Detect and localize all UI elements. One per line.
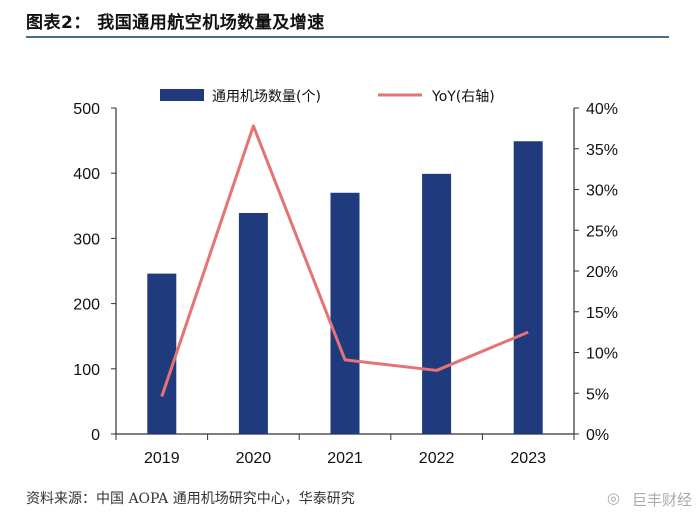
x-tick-label: 2020 <box>236 450 272 467</box>
title-divider <box>26 36 669 38</box>
x-tick-label: 2019 <box>144 450 180 467</box>
y-tick-label: 500 <box>73 101 100 118</box>
x-tick-label: 2021 <box>327 450 363 467</box>
watermark: 巨丰财经 <box>631 491 692 509</box>
y-tick-label: 400 <box>73 166 100 183</box>
yoy-line-series <box>160 124 529 397</box>
y2-tick-label: 10% <box>586 346 618 363</box>
y2-tick-label: 5% <box>586 386 609 403</box>
y2-tick-label: 30% <box>586 183 618 200</box>
y-tick-label: 300 <box>73 231 100 248</box>
y2-tick-label: 40% <box>586 101 618 118</box>
y-tick-labels: 0 100 200 300 400 500 <box>73 101 116 444</box>
x-tick-label: 2022 <box>419 450 455 467</box>
chart-title: 图表2： 我国通用航空机场数量及增速 <box>26 13 325 33</box>
weibo-icon: ◎ <box>606 489 620 507</box>
bar <box>513 141 543 434</box>
bar <box>147 273 177 434</box>
x-tick-label: 2023 <box>510 450 546 467</box>
bar <box>330 192 360 434</box>
legend-bar-label: 通用机场数量(个) <box>212 89 321 105</box>
bar-series <box>147 141 543 435</box>
bar <box>422 173 452 435</box>
y2-tick-label: 35% <box>586 142 618 159</box>
source-note: 资料来源：中国 AOPA 通用机场研究中心，华泰研究 <box>26 491 355 507</box>
legend-line-label: YoY(右轴) <box>431 89 495 105</box>
yoy-line <box>160 124 529 397</box>
y-tick-label: 0 <box>91 427 100 444</box>
legend: 通用机场数量(个) YoY(右轴) <box>160 89 495 105</box>
y2-tick-label: 25% <box>586 223 618 240</box>
y2-tick-label: 20% <box>586 264 618 281</box>
legend-bar-swatch <box>160 89 204 101</box>
y-tick-label: 200 <box>73 297 100 314</box>
bar <box>238 212 268 434</box>
y2-tick-labels: 0% 5% 10% 15% 20% 25% 30% 35% 40% <box>574 101 618 444</box>
y2-tick-label: 15% <box>586 305 618 322</box>
y-tick-label: 100 <box>73 362 100 379</box>
y2-tick-label: 0% <box>586 427 609 444</box>
x-tick-labels: 2019 2020 2021 2022 2023 <box>144 450 546 467</box>
